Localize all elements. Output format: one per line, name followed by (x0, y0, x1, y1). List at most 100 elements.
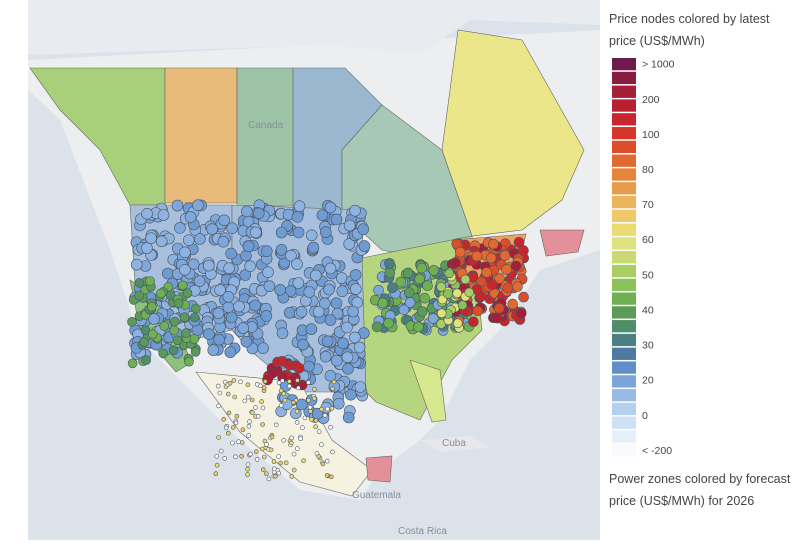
price-node (239, 269, 251, 281)
price-node (384, 258, 395, 269)
price-node (319, 442, 324, 447)
price-node (278, 460, 283, 466)
price-node (295, 378, 300, 383)
legend-tick-label: 0 (642, 410, 648, 422)
price-node (169, 316, 180, 327)
price-node (358, 240, 371, 252)
price-node (155, 235, 168, 248)
legend-swatch (612, 99, 636, 112)
legend-swatch (612, 223, 636, 236)
price-node (293, 200, 306, 212)
price-node (305, 229, 318, 242)
legend-swatch (612, 140, 636, 154)
price-node (134, 290, 144, 301)
price-node (223, 425, 229, 431)
price-node (512, 281, 523, 292)
price-node (218, 448, 224, 454)
price-node (472, 305, 484, 317)
price-node (387, 282, 398, 294)
price-node (225, 311, 238, 324)
price-node (460, 274, 471, 285)
price-node (513, 237, 525, 248)
legend-tick-label: 40 (642, 304, 654, 316)
price-node (259, 446, 265, 452)
price-node (250, 410, 255, 415)
price-node (217, 390, 223, 396)
price-node (260, 405, 266, 411)
price-node (262, 379, 268, 384)
price-node (248, 451, 253, 457)
legend-swatch (612, 71, 636, 85)
price-node (245, 382, 251, 388)
legend-swatch (612, 306, 636, 319)
price-node (240, 335, 253, 348)
legend-tick-label: 80 (642, 164, 654, 176)
price-node (287, 383, 292, 389)
price-node (294, 408, 300, 414)
price-node (276, 355, 288, 367)
price-node (316, 209, 329, 221)
price-node (253, 449, 259, 454)
price-node (233, 300, 245, 313)
price-node (226, 222, 238, 234)
price-node (226, 430, 231, 436)
legend-swatch (612, 154, 636, 167)
price-node (130, 258, 143, 271)
price-node (179, 312, 190, 323)
price-node (428, 265, 440, 276)
price-node (324, 201, 337, 214)
price-node (139, 337, 149, 348)
price-node (452, 318, 463, 329)
price-node (292, 277, 305, 289)
price-node (486, 279, 498, 290)
price-node (280, 378, 285, 384)
price-node (190, 312, 200, 323)
legend-swatch (612, 333, 636, 347)
price-node (278, 388, 284, 394)
price-node (140, 325, 151, 336)
price-node (141, 208, 153, 220)
price-node (395, 276, 407, 288)
price-node (216, 403, 221, 409)
price-node (283, 306, 296, 319)
price-node (330, 449, 335, 455)
price-node (286, 379, 292, 384)
price-node (183, 234, 195, 246)
price-node (325, 406, 330, 412)
price-node (300, 425, 305, 431)
price-node (291, 258, 303, 270)
price-node (264, 471, 269, 477)
price-node (203, 259, 215, 272)
legend-swatch (612, 264, 636, 278)
price-node (507, 298, 519, 310)
legend-swatch (612, 292, 636, 305)
price-node (127, 316, 137, 327)
price-node (222, 290, 235, 303)
price-node (510, 260, 522, 272)
price-node (218, 214, 230, 227)
legend-swatch (612, 389, 636, 402)
price-node (261, 454, 267, 460)
price-node (269, 434, 275, 440)
legend-swatch (612, 182, 636, 195)
price-node (312, 305, 325, 318)
price-node (282, 397, 288, 403)
map-label: Canada (248, 120, 283, 131)
price-node (295, 398, 308, 411)
price-node (148, 313, 160, 325)
price-node (298, 436, 303, 442)
legend-tick-label: 60 (642, 234, 654, 246)
price-node (214, 462, 220, 468)
price-node (214, 453, 220, 459)
legend-swatch (612, 375, 636, 388)
price-node (499, 250, 511, 261)
legend-tick-label: 30 (642, 340, 654, 352)
price-node (267, 367, 279, 379)
price-node (266, 476, 272, 482)
price-node (226, 410, 232, 416)
price-node (404, 297, 416, 308)
price-node (171, 199, 184, 212)
price-node (157, 209, 170, 221)
price-node (194, 233, 206, 245)
price-node (156, 288, 166, 299)
